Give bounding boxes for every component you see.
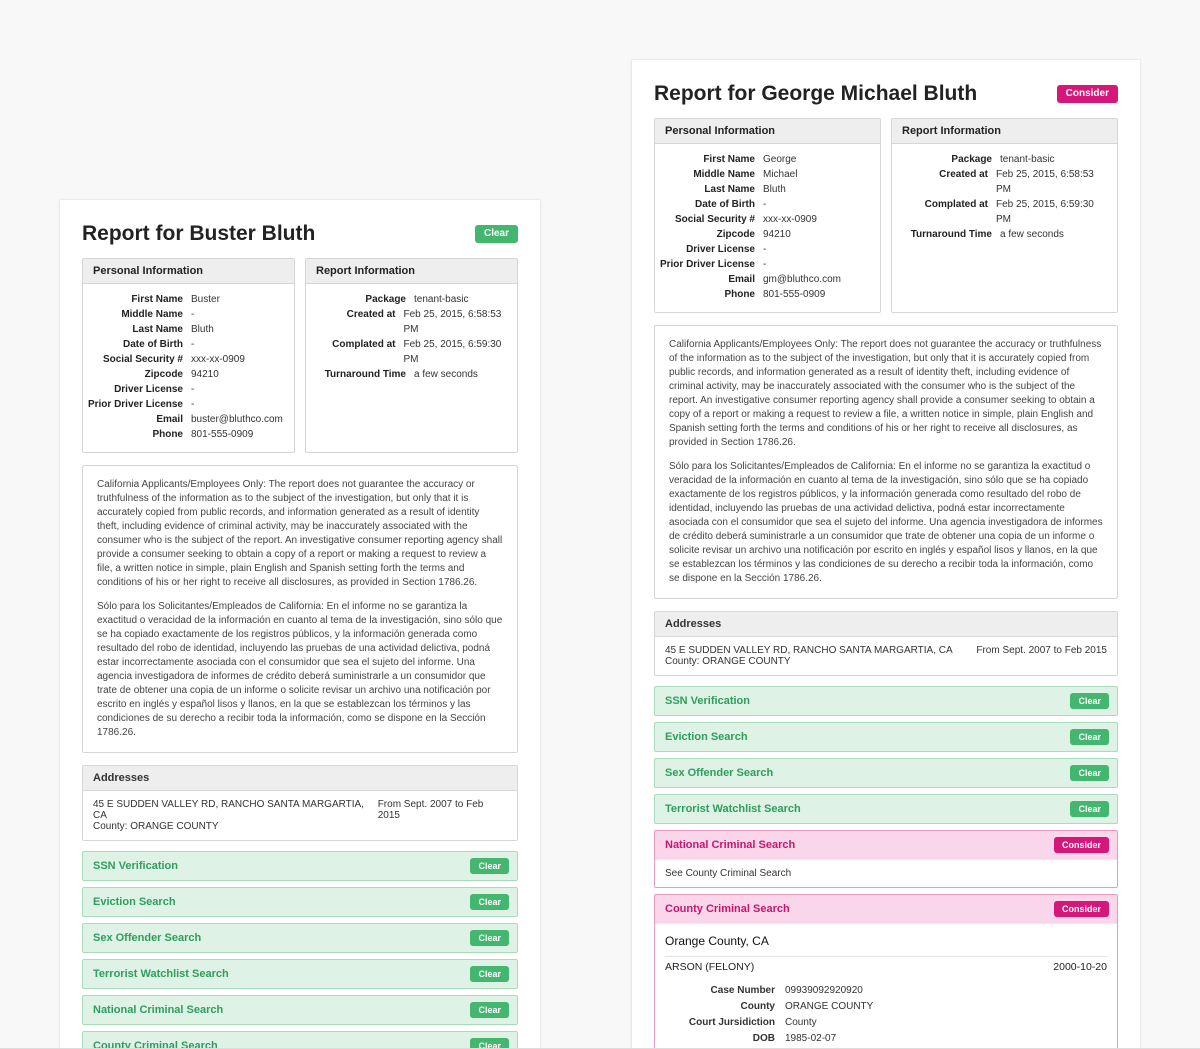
address-county: County: ORANGE COUNTY: [93, 821, 378, 832]
county-title: Orange County, CA: [665, 932, 1107, 956]
disclosure-box: California Applicants/Employees Only: Th…: [82, 465, 518, 753]
address-line: 45 E SUDDEN VALLEY RD, RANCHO SANTA MARG…: [93, 799, 378, 821]
report-left: Report for Buster Bluth Clear Personal I…: [60, 200, 540, 1049]
check-sex-offender[interactable]: Sex Offender SearchClear: [654, 758, 1118, 788]
status-badge: Consider: [1057, 85, 1118, 103]
report-title: Report for George Michael Bluth: [654, 82, 977, 106]
check-ssn[interactable]: SSN VerificationClear: [654, 686, 1118, 716]
report-info-panel: Report Information Packagetenant-basic C…: [305, 258, 518, 453]
panel-header: Report Information: [306, 259, 517, 284]
charge-date: 2000-10-20: [1053, 961, 1107, 973]
check-terrorist[interactable]: Terrorist Watchlist SearchClear: [654, 794, 1118, 824]
check-county-criminal[interactable]: County Criminal SearchConsider Orange Co…: [654, 894, 1118, 1049]
canvas: Report for Buster Bluth Clear Personal I…: [0, 0, 1200, 1049]
check-county-criminal[interactable]: County Criminal SearchClear: [82, 1031, 518, 1049]
national-criminal-body: See County Criminal Search: [655, 859, 1117, 887]
disclosure-box: California Applicants/Employees Only: Th…: [654, 325, 1118, 599]
report-title: Report for Buster Bluth: [82, 222, 315, 246]
charge-title: ARSON (FELONY): [665, 961, 754, 973]
check-eviction[interactable]: Eviction SearchClear: [82, 887, 518, 917]
report-info-panel: Report Information Packagetenant-basic C…: [891, 118, 1118, 313]
check-national-criminal[interactable]: National Criminal SearchConsider See Cou…: [654, 830, 1118, 888]
addresses-section: Addresses 45 E SUDDEN VALLEY RD, RANCHO …: [82, 765, 518, 841]
personal-info-panel: Personal Information First NameBuster Mi…: [82, 258, 295, 453]
check-eviction[interactable]: Eviction SearchClear: [654, 722, 1118, 752]
check-terrorist[interactable]: Terrorist Watchlist SearchClear: [82, 959, 518, 989]
status-badge: Clear: [475, 225, 518, 243]
addresses-section: Addresses 45 E SUDDEN VALLEY RD, RANCHO …: [654, 611, 1118, 676]
report-right: Report for George Michael Bluth Consider…: [632, 60, 1140, 1049]
address-range: From Sept. 2007 to Feb 2015: [378, 799, 507, 832]
check-national-criminal[interactable]: National Criminal SearchClear: [82, 995, 518, 1025]
county-criminal-body: Orange County, CA ARSON (FELONY) 2000-10…: [655, 923, 1117, 1049]
check-sex-offender[interactable]: Sex Offender SearchClear: [82, 923, 518, 953]
disclosure-en: California Applicants/Employees Only: Th…: [97, 478, 503, 590]
check-ssn[interactable]: SSN VerificationClear: [82, 851, 518, 881]
panel-header: Personal Information: [83, 259, 294, 284]
disclosure-es: Sólo para los Solicitantes/Empleados de …: [97, 600, 503, 740]
personal-info-panel: Personal Information First NameGeorge Mi…: [654, 118, 881, 313]
